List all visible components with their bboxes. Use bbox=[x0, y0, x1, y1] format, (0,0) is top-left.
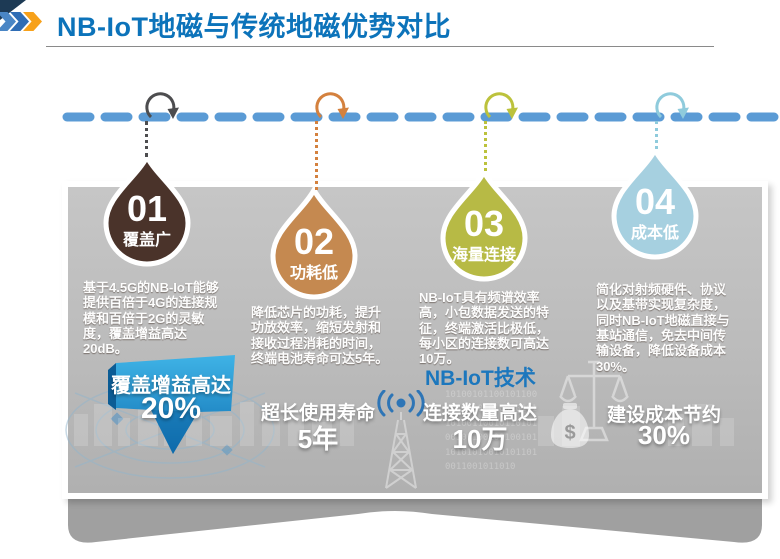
stat-label: 覆盖增益高达 bbox=[111, 375, 231, 397]
nbiot-tech-label: NB-IoT技术 bbox=[425, 367, 536, 390]
dotted-connector bbox=[484, 121, 487, 171]
stat-value: 20% bbox=[140, 392, 202, 425]
svg-text:海量连接: 海量连接 bbox=[452, 245, 516, 264]
svg-text:$: $ bbox=[564, 422, 575, 444]
loop-arrow-icon bbox=[315, 92, 349, 119]
loop-arrow-icon bbox=[655, 92, 689, 119]
feature-description: 简化对射频硬件、协议以及基带实现复杂度，同时NB-IoT地磁直接与基站通信，免去… bbox=[596, 282, 730, 374]
binary-pattern: 1010010110010110010110101010010101101001… bbox=[445, 390, 538, 470]
svg-text:成本低: 成本低 bbox=[631, 223, 679, 242]
panel-shadow bbox=[68, 499, 762, 543]
feature-droplet-04: 04 成本低 bbox=[611, 146, 699, 260]
page-title: NB-IoT地磁与传统地磁优势对比 bbox=[57, 12, 451, 42]
stat-label: 连接数量高达 bbox=[422, 403, 537, 424]
stat-value: 5年 bbox=[297, 424, 339, 454]
blue-banner bbox=[108, 355, 235, 454]
svg-text:04: 04 bbox=[635, 181, 675, 222]
dashed-timeline bbox=[62, 112, 780, 122]
feature-droplet-03: 03 海量连接 bbox=[440, 168, 528, 282]
loop-arrow-icon bbox=[145, 92, 179, 119]
dotted-connector bbox=[655, 121, 658, 149]
stat-label: 建设成本节约 bbox=[606, 405, 721, 426]
feature-description: 基于4.5G的NB-IoT能够提供百倍于4G的连接规模和百倍于2G的灵敏度，覆盖… bbox=[83, 280, 219, 357]
money-bag-icon: $ bbox=[551, 403, 589, 448]
feature-droplet-02: 02 功耗低 bbox=[270, 186, 358, 300]
feature-description: NB-IoT具有频谱效率高，小包数据发送的特征，终端激活比极低，每小区的连接数可… bbox=[419, 290, 550, 367]
feature-description: 降低芯片的功耗，提升功放效率，缩短发射和接收过程消耗的时间，终端电池寿命可达5年… bbox=[251, 305, 389, 366]
svg-text:覆盖广: 覆盖广 bbox=[122, 230, 171, 249]
signal-icon bbox=[377, 390, 425, 417]
svg-text:功耗低: 功耗低 bbox=[290, 263, 338, 282]
svg-text:01: 01 bbox=[127, 188, 167, 229]
svg-text:02: 02 bbox=[294, 221, 334, 262]
dotted-connector bbox=[315, 121, 318, 190]
loop-arrow-icon bbox=[484, 92, 518, 119]
chevron-icon bbox=[10, 12, 29, 31]
chevron-icon bbox=[23, 12, 42, 31]
title-divider bbox=[46, 46, 714, 47]
svg-text:03: 03 bbox=[464, 203, 504, 244]
stat-value: 30% bbox=[637, 420, 691, 450]
dotted-connector bbox=[145, 121, 148, 157]
radio-tower-icon bbox=[377, 390, 425, 489]
stat-label: 超长使用寿命 bbox=[260, 403, 375, 424]
scales-icon bbox=[559, 360, 629, 442]
stat-value: 10万 bbox=[452, 424, 508, 454]
feature-droplet-01: 01 覆盖广 bbox=[103, 153, 191, 267]
